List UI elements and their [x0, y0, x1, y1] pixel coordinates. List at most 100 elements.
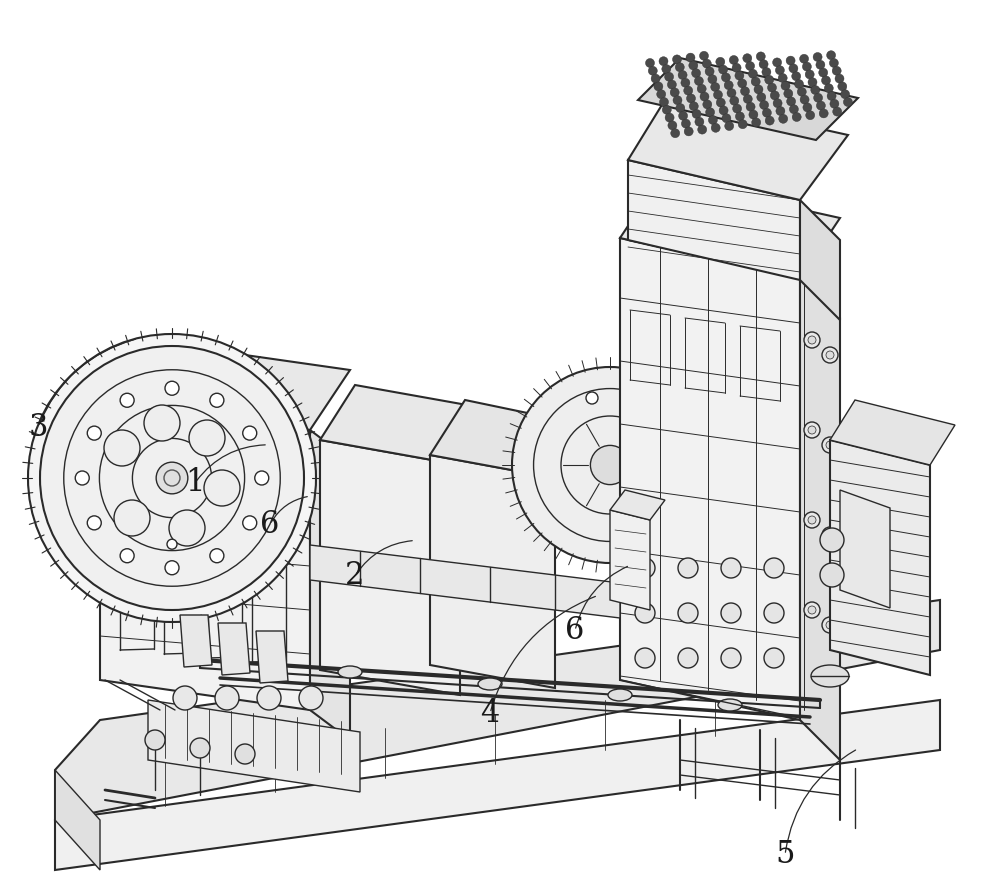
Polygon shape [218, 623, 250, 675]
Circle shape [173, 686, 197, 710]
Polygon shape [320, 440, 460, 695]
Circle shape [719, 65, 728, 74]
Circle shape [87, 426, 101, 440]
Circle shape [28, 334, 316, 622]
Polygon shape [610, 490, 665, 520]
Circle shape [681, 119, 690, 128]
Circle shape [703, 100, 712, 109]
Circle shape [660, 97, 668, 106]
Circle shape [803, 103, 812, 112]
Circle shape [659, 57, 668, 66]
Polygon shape [620, 238, 800, 720]
Circle shape [156, 462, 188, 494]
Circle shape [210, 548, 224, 563]
Circle shape [816, 60, 825, 69]
Circle shape [762, 67, 771, 76]
Circle shape [765, 75, 774, 84]
Circle shape [827, 51, 836, 59]
Circle shape [773, 58, 782, 67]
Circle shape [719, 106, 728, 115]
Circle shape [826, 441, 834, 449]
Circle shape [681, 78, 690, 88]
Circle shape [733, 104, 742, 113]
Circle shape [635, 558, 655, 578]
Circle shape [646, 58, 654, 67]
Circle shape [757, 93, 766, 102]
Circle shape [75, 471, 89, 485]
Circle shape [708, 74, 717, 83]
Circle shape [722, 113, 731, 122]
Circle shape [169, 510, 205, 546]
Ellipse shape [608, 689, 632, 701]
Circle shape [738, 120, 747, 128]
Circle shape [727, 89, 736, 97]
Circle shape [40, 346, 304, 610]
Polygon shape [180, 615, 212, 667]
Circle shape [120, 393, 134, 408]
Circle shape [751, 77, 760, 86]
Circle shape [830, 99, 839, 108]
Circle shape [698, 125, 707, 134]
Circle shape [732, 63, 741, 73]
Circle shape [164, 470, 180, 486]
Circle shape [781, 82, 790, 90]
Circle shape [676, 104, 685, 113]
Circle shape [792, 113, 801, 121]
Circle shape [779, 114, 788, 123]
Circle shape [257, 686, 281, 710]
Polygon shape [830, 400, 955, 465]
Circle shape [764, 648, 784, 668]
Polygon shape [620, 178, 840, 278]
Circle shape [635, 648, 655, 668]
Circle shape [792, 72, 801, 81]
Circle shape [104, 430, 140, 466]
Circle shape [678, 71, 687, 80]
Circle shape [805, 70, 814, 79]
Circle shape [749, 110, 758, 119]
Circle shape [255, 471, 269, 485]
Circle shape [740, 87, 750, 96]
Circle shape [675, 63, 684, 72]
Circle shape [811, 86, 820, 95]
Circle shape [822, 527, 838, 543]
Circle shape [668, 120, 677, 130]
Circle shape [705, 67, 714, 76]
Circle shape [204, 470, 240, 506]
Circle shape [243, 516, 257, 530]
Circle shape [670, 88, 679, 97]
Circle shape [808, 606, 816, 614]
Circle shape [729, 56, 738, 65]
Circle shape [804, 332, 820, 348]
Circle shape [299, 686, 323, 710]
Circle shape [708, 115, 717, 125]
Circle shape [689, 102, 698, 111]
Circle shape [678, 603, 698, 623]
Circle shape [87, 516, 101, 530]
Circle shape [765, 116, 774, 125]
Circle shape [686, 53, 695, 62]
Circle shape [804, 422, 820, 438]
Circle shape [700, 92, 709, 101]
Polygon shape [430, 400, 585, 478]
Circle shape [700, 51, 708, 60]
Text: 3: 3 [28, 412, 48, 442]
Polygon shape [800, 200, 840, 320]
Ellipse shape [478, 678, 502, 690]
Circle shape [657, 89, 666, 98]
Circle shape [144, 405, 180, 441]
Circle shape [804, 602, 820, 618]
Circle shape [145, 730, 165, 750]
Text: 6: 6 [260, 509, 280, 540]
Circle shape [711, 123, 720, 132]
Circle shape [721, 73, 730, 82]
Circle shape [826, 351, 834, 359]
Circle shape [820, 563, 844, 587]
Circle shape [673, 96, 682, 105]
Circle shape [746, 102, 755, 112]
Circle shape [189, 420, 225, 456]
Circle shape [590, 446, 630, 485]
Text: 5: 5 [775, 840, 795, 870]
Circle shape [804, 512, 820, 528]
Circle shape [667, 80, 676, 89]
Polygon shape [100, 340, 350, 430]
